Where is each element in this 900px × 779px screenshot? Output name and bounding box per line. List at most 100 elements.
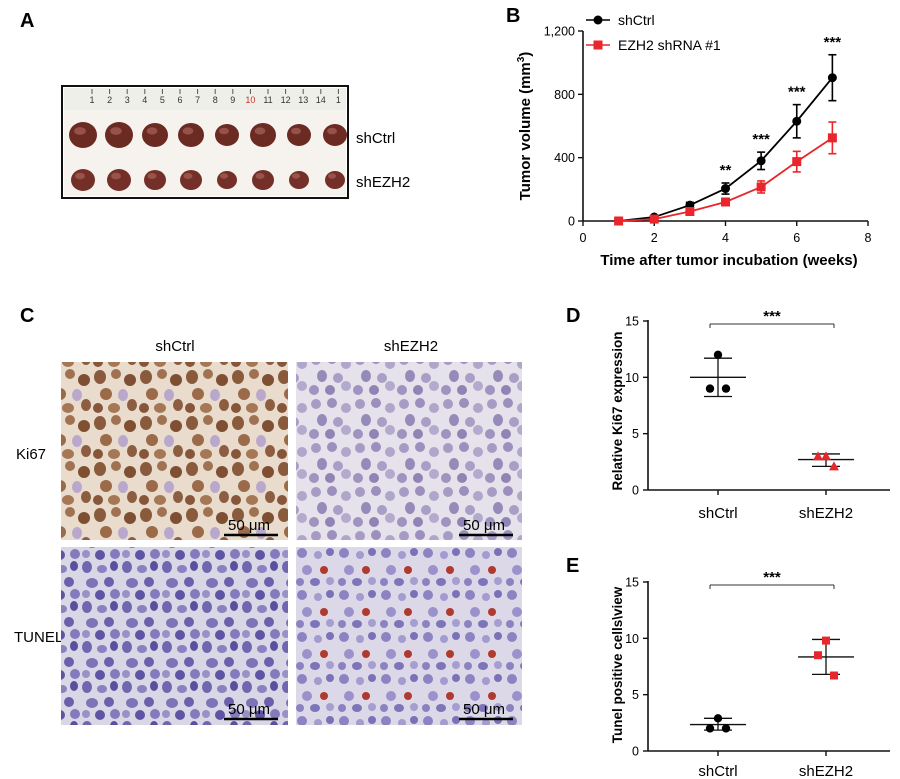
tumor (180, 170, 202, 190)
scale-label-4: 50 μm (463, 701, 505, 718)
tumor-highlight (111, 172, 121, 180)
chart-e-point (705, 724, 715, 733)
chart-d-category-label: shCtrl (698, 505, 737, 522)
b-significance: *** (788, 84, 806, 101)
micrograph-tunel-shctrl: 50 μm (61, 547, 288, 725)
micrograph-ki67-shctrl: 50 μm (61, 362, 288, 540)
b-y-axis-label-close: ) (517, 52, 534, 57)
panel-a-label-shezh2: shEZH2 (356, 174, 410, 191)
chart-d-point (821, 451, 831, 461)
ruler-number: 13 (298, 95, 308, 105)
ruler-number: 4 (142, 95, 147, 105)
chart-e-y-tick-label: 5 (632, 688, 639, 702)
ruler-number: 8 (213, 95, 218, 105)
chart-e-point (721, 724, 731, 733)
chart-d-category-label: shEZH2 (799, 505, 853, 522)
b-x-tick-label: 8 (865, 231, 872, 245)
d-y-axis-label: Relative Ki67 expression (610, 331, 625, 490)
b-x-tick-label: 4 (722, 231, 729, 245)
chart-d-y-tick-label: 0 (632, 484, 639, 498)
b-point-ezh2 (614, 216, 624, 226)
ruler-number: 3 (125, 95, 130, 105)
b-legend-marker-shctrl (593, 15, 603, 25)
b-x-axis-label: Time after tumor incubation (weeks) (600, 252, 857, 269)
ruler-numbers: 1 2 3 4 5 6 7 8 9 10 11 12 13 14 1 (89, 89, 341, 105)
tumor-highlight (183, 173, 193, 179)
b-point-shctrl (827, 73, 837, 83)
tumor-highlight (110, 127, 122, 135)
chart-e-point (713, 714, 723, 723)
chart-d: 0 5 10 15 shCtrl shEZH2 *** (625, 308, 890, 522)
tumor (323, 124, 347, 146)
b-significance: ** (720, 162, 732, 179)
tumor (107, 169, 131, 191)
b-point-ezh2 (721, 197, 730, 207)
tumor-highlight (327, 173, 337, 179)
tumor (325, 171, 345, 189)
ruler-number: 2 (107, 95, 112, 105)
b-y-tick-label: 400 (554, 151, 575, 165)
panel-c-row-ki67: Ki67 (16, 446, 46, 463)
b-significance: *** (824, 34, 842, 51)
chart-e-point (822, 636, 830, 645)
b-y-axis-label-main: Tumor volume (mm (517, 62, 534, 200)
tumor (289, 171, 309, 189)
tumor (252, 170, 274, 190)
panel-c-col-shezh2: shEZH2 (384, 338, 438, 355)
ruler-number: 7 (195, 95, 200, 105)
chart-e-y-tick-label: 15 (625, 576, 639, 590)
b-series-line-ezh2 (618, 137, 833, 222)
chart-e-point (830, 671, 838, 680)
chart-e-category-label: shCtrl (698, 763, 737, 779)
b-point-shctrl (792, 116, 802, 126)
micrograph-ki67-shezh2: 50 μm (296, 362, 522, 540)
b-y-axis-label: Tumor volume (mm3) (516, 52, 534, 201)
ruler-number: 12 (281, 95, 291, 105)
tumor-highlight (254, 127, 266, 135)
ruler-number: 1 (89, 95, 94, 105)
b-legend-label-shctrl: shCtrl (618, 12, 655, 28)
tumor (69, 122, 97, 148)
panel-c-row-tunel: TUNEL (14, 629, 63, 646)
tumor-highlight (291, 127, 301, 135)
b-point-shctrl (721, 184, 730, 194)
ruler-number: 5 (160, 95, 165, 105)
tumor-highlight (147, 173, 157, 179)
b-legend: shCtrl EZH2 shRNA #1 (586, 12, 721, 53)
chart-e-category-label: shEZH2 (799, 763, 853, 779)
ruler (64, 88, 346, 110)
scale-label-2: 50 μm (463, 517, 505, 534)
ruler-number: 10 (245, 95, 255, 105)
chart-d-point (721, 384, 731, 393)
ruler-number: 1 (336, 95, 341, 105)
micrograph-tunel-shezh2: 50 μm (296, 547, 522, 725)
panel-letter-a: A (20, 10, 34, 32)
ruler-number: 11 (263, 95, 272, 105)
b-point-ezh2 (756, 182, 766, 192)
tumor (144, 170, 166, 190)
b-y-tick-label: 1,200 (544, 25, 575, 39)
tumor (178, 123, 204, 147)
tumor-highlight (182, 127, 194, 135)
b-x-tick-label: 0 (580, 231, 587, 245)
scale-label-1: 50 μm (228, 517, 270, 534)
e-y-axis-label: Tunel positive cells\view (610, 586, 625, 743)
chart-d-point (813, 451, 823, 461)
chart-e-point (814, 651, 822, 660)
tumor (287, 124, 311, 146)
tumor-highlight (255, 173, 265, 179)
b-point-ezh2 (649, 214, 659, 224)
ruler-number: 14 (316, 95, 326, 105)
b-y-tick-label: 0 (568, 215, 575, 229)
tumor-highlight (327, 127, 337, 135)
panel-letter-b: B (506, 5, 520, 27)
tumor-highlight (219, 173, 229, 179)
b-y-tick-label: 800 (554, 88, 575, 102)
ruler-number: 9 (230, 95, 235, 105)
panel-letter-c: C (20, 305, 34, 327)
b-x-tick-label: 6 (793, 231, 800, 245)
chart-e-y-tick-label: 0 (632, 745, 639, 759)
b-legend-marker-ezh2 (593, 40, 603, 50)
